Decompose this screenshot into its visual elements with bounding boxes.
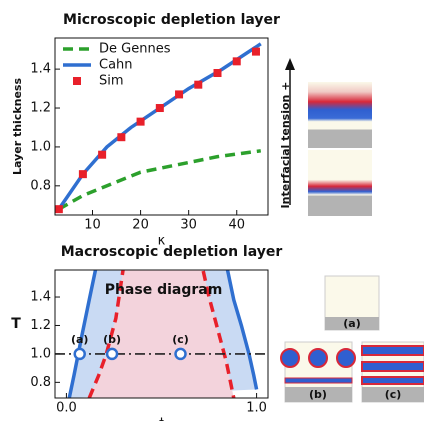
plot-area: [55, 270, 268, 398]
x-tick-label: 20: [132, 218, 149, 233]
series-line: [57, 149, 262, 211]
marker: [73, 347, 86, 361]
droplet: [280, 348, 300, 368]
y-axis-label: Layer thickness: [11, 78, 24, 176]
y-tick-label: 1.0: [30, 139, 51, 154]
panel-label: (b): [309, 388, 327, 401]
y-tick-label: 0.8: [30, 375, 51, 390]
series-line: [57, 42, 262, 211]
chart-title: Macroscopic depletion layer: [61, 244, 283, 260]
stripe: [361, 376, 424, 385]
layer: [284, 377, 353, 384]
x-tick-label: 30: [180, 218, 197, 233]
droplet: [308, 348, 328, 368]
marker: [251, 47, 260, 56]
phase-region: [89, 270, 234, 398]
point-label: (a): [71, 333, 88, 346]
plot-area: [55, 42, 262, 214]
stripe: [361, 345, 424, 356]
y-tick-label: 1.2: [30, 318, 51, 333]
profile-panel: [308, 150, 372, 216]
axes-frame: [54, 269, 269, 399]
legend-label: Sim: [99, 74, 124, 89]
marker: [232, 57, 241, 66]
illustrations: Interfacial tension + (a) (b) (c): [279, 58, 424, 403]
y-axis-label: T: [11, 316, 21, 332]
y-tick-label: 1.4: [30, 290, 51, 305]
wall: [285, 387, 352, 402]
x-tick-label: 1.0: [246, 401, 267, 416]
marker: [155, 104, 164, 113]
y-tick-label: 0.8: [30, 178, 51, 193]
wall: [362, 387, 424, 402]
legend-swatch: [73, 77, 81, 85]
arrow-head: [285, 58, 295, 70]
panel-label: (a): [343, 317, 360, 330]
x-tick-label: 10: [84, 218, 101, 233]
point-label: (c): [172, 333, 189, 346]
marker: [117, 133, 126, 142]
y-tick-label: 1.4: [30, 62, 51, 77]
x-tick-label: 0.0: [56, 401, 77, 416]
arrow-label: Interfacial tension +: [279, 82, 292, 209]
x-axis-label: κ: [158, 234, 166, 249]
legend-label: De Gennes: [99, 42, 171, 57]
wall: [325, 317, 379, 330]
droplet: [336, 348, 356, 368]
y-tick-label: 1.0: [30, 346, 51, 361]
marker: [194, 80, 203, 89]
marker: [78, 170, 87, 179]
marker: [175, 90, 184, 99]
profile-panel: [308, 82, 372, 148]
axes-frame: [54, 37, 269, 216]
point-label: (b): [103, 333, 121, 346]
marker: [55, 205, 63, 214]
x-axis-label: ϕ: [157, 417, 166, 422]
marker: [213, 69, 222, 78]
panel-label: (c): [385, 388, 402, 401]
x-tick-label: 40: [228, 218, 245, 233]
marker: [174, 347, 187, 361]
legend-label: Cahn: [99, 58, 133, 73]
marker: [105, 347, 119, 361]
marker: [136, 117, 145, 126]
series-line: [87, 270, 236, 398]
marker: [98, 150, 107, 159]
annotation: Phase diagram: [105, 282, 223, 298]
stripe: [361, 361, 424, 372]
chart-title: Microscopic depletion layer: [63, 12, 280, 28]
y-tick-label: 1.2: [30, 101, 51, 116]
